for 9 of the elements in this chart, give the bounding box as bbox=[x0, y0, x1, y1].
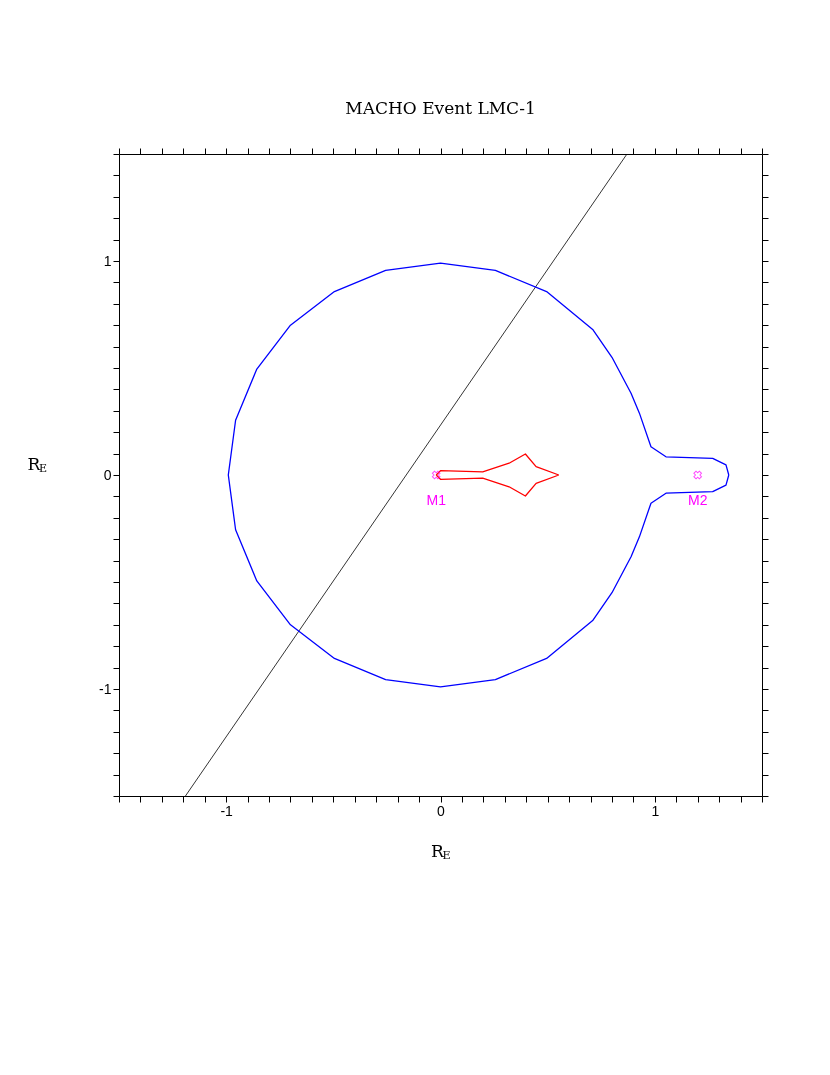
x-tick-label: -1 bbox=[220, 802, 234, 819]
annotation: M2 bbox=[687, 492, 708, 508]
x-tick-label: 1 bbox=[651, 802, 660, 819]
y-tick-label: 0 bbox=[103, 466, 112, 483]
annotation: M1 bbox=[426, 492, 447, 508]
chart-title: MACHO Event LMC-1 bbox=[345, 97, 536, 118]
y-tick-label: 1 bbox=[103, 252, 112, 269]
x-tick-label: 0 bbox=[437, 802, 446, 819]
y-tick-label: -1 bbox=[99, 680, 112, 697]
